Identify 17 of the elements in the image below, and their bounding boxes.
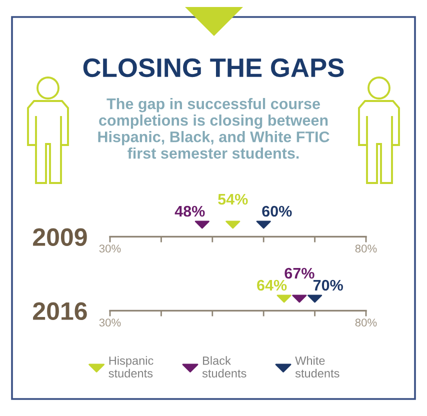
legend-label: Black students <box>202 356 246 378</box>
chart-title: CLOSING THE GAPS <box>83 58 344 78</box>
data-label: 60% <box>262 206 292 217</box>
chart-subtitle: The gap in successful course completions is closing between Hispanic, Black, and White FTIC first semester students. <box>98 98 330 159</box>
data-label: 48% <box>174 206 205 217</box>
legend-label: Hispanic students <box>108 356 154 378</box>
x-tick-label: 30% <box>99 244 121 252</box>
y-tick-label: 2016 <box>33 302 87 320</box>
y-tick-label: 2009 <box>33 228 87 246</box>
x-tick-label: 80% <box>355 318 377 326</box>
data-label: 54% <box>218 194 248 205</box>
data-label: 67% <box>284 268 314 279</box>
legend-label: White students <box>295 356 340 378</box>
data-label: 70% <box>313 280 343 291</box>
x-tick-label: 30% <box>99 318 121 326</box>
x-tick-label: 80% <box>355 244 377 252</box>
data-label: 64% <box>257 280 287 291</box>
